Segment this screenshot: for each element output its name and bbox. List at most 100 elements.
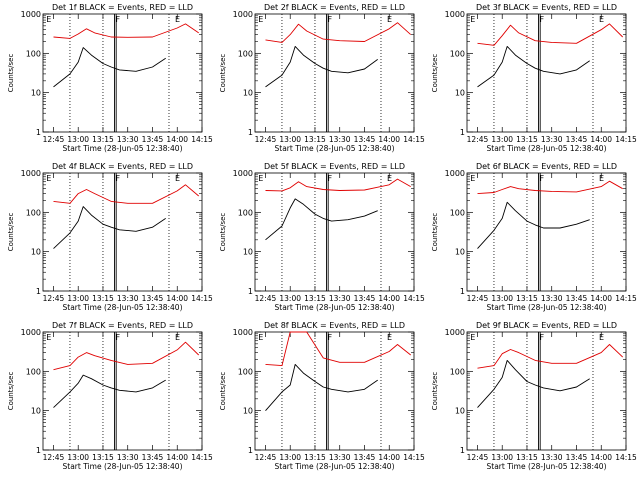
x-tick-label: 14:00: [378, 135, 400, 144]
x-tick-label: 14:15: [403, 294, 425, 303]
y-tick-label: 1000: [233, 328, 253, 337]
marker-label: E: [599, 15, 604, 24]
panel-title: Det 9f BLACK = Events, RED = LLD: [476, 321, 617, 330]
y-tick-label: 1: [36, 287, 41, 296]
panel-9: Det 9f BLACK = Events, RED = LLD 1 10 100 10…: [431, 321, 637, 471]
y-tick-label: 100: [238, 208, 253, 217]
y-tick-label: 1: [248, 128, 253, 137]
x-tick-label: 13:00: [67, 135, 89, 144]
x-tick-label: 13:45: [142, 135, 164, 144]
x-tick-label: 12:45: [43, 135, 65, 144]
series-line-events: [477, 45, 590, 88]
y-tick-label: 1000: [233, 169, 253, 178]
y-axis-label: Counts/sec: [219, 213, 227, 252]
x-tick-label: 12:45: [255, 453, 277, 462]
x-tick-label: 14:00: [166, 135, 188, 144]
y-tick-label: 1: [36, 446, 41, 455]
x-tick-label: 13:15: [304, 453, 326, 462]
marker-label: E: [470, 174, 475, 183]
panel-6: Det 6f BLACK = Events, RED = LLD 1 10 100 10…: [431, 162, 637, 312]
y-axis-label: Counts/sec: [431, 372, 439, 411]
plot-frame: [466, 331, 627, 451]
marker-label: F: [328, 333, 333, 342]
x-tick-label: 14:15: [191, 135, 213, 144]
series-line-events: [265, 45, 378, 88]
x-tick-label: 13:00: [279, 453, 301, 462]
y-tick-label: 1000: [21, 169, 41, 178]
y-tick-label: 1000: [233, 10, 253, 19]
x-tick-label: 13:15: [304, 135, 326, 144]
x-tick-label: 13:00: [491, 294, 513, 303]
marker-label: E: [46, 333, 51, 342]
panel-title: Det 3f BLACK = Events, RED = LLD: [476, 3, 617, 12]
x-tick-label: 12:45: [43, 453, 65, 462]
x-tick-label: 13:00: [491, 135, 513, 144]
y-tick-label: 10: [31, 407, 41, 416]
x-tick-label: 13:00: [279, 135, 301, 144]
x-tick-label: 14:15: [403, 453, 425, 462]
y-tick-label: 10: [243, 407, 253, 416]
panel-2: Det 2f BLACK = Events, RED = LLD 1 10 100 10…: [219, 3, 425, 153]
x-axis-label: Start Time (28-Jun-05 12:38:40): [63, 303, 183, 312]
x-axis-label: Start Time (28-Jun-05 12:38:40): [487, 303, 607, 312]
marker-label: E: [599, 333, 604, 342]
plot-frame: [466, 13, 627, 133]
marker-label: E: [46, 15, 51, 24]
panel-4: Det 4f BLACK = Events, RED = LLD 1 10 100 10…: [7, 162, 213, 312]
x-tick-label: 13:15: [516, 453, 538, 462]
marker-label: E: [387, 333, 392, 342]
x-tick-label: 12:45: [255, 135, 277, 144]
y-tick-label: 1000: [21, 10, 41, 19]
y-axis-label: Counts/sec: [7, 213, 15, 252]
marker-label: E: [387, 15, 392, 24]
series-line-lld: [477, 180, 623, 195]
y-tick-label: 1000: [445, 10, 465, 19]
x-tick-label: 13:00: [279, 294, 301, 303]
x-tick-label: 14:00: [590, 135, 612, 144]
panel-title: Det 5f BLACK = Events, RED = LLD: [264, 162, 405, 171]
series-line-events: [477, 359, 590, 408]
plot-frame: [42, 13, 203, 133]
marker-label: E: [46, 174, 51, 183]
x-axis-label: Start Time (28-Jun-05 12:38:40): [487, 144, 607, 153]
y-tick-label: 100: [26, 49, 41, 58]
x-tick-label: 13:45: [142, 294, 164, 303]
y-axis-label: Counts/sec: [7, 54, 15, 93]
series-line-events: [53, 206, 166, 249]
panel-1: Det 1f BLACK = Events, RED = LLD 1 10 100 10…: [7, 3, 213, 153]
x-tick-label: 12:45: [467, 135, 489, 144]
x-axis-label: Start Time (28-Jun-05 12:38:40): [63, 462, 183, 471]
marker-label: F: [328, 174, 333, 183]
x-tick-label: 13:15: [516, 135, 538, 144]
x-tick-label: 13:15: [516, 294, 538, 303]
x-tick-label: 14:15: [615, 294, 637, 303]
y-tick-label: 10: [243, 248, 253, 257]
x-tick-label: 14:00: [590, 294, 612, 303]
x-tick-label: 13:45: [354, 294, 376, 303]
y-tick-label: 100: [238, 49, 253, 58]
x-tick-label: 13:45: [566, 294, 588, 303]
x-tick-label: 12:45: [255, 294, 277, 303]
x-tick-label: 14:15: [191, 453, 213, 462]
y-axis-label: Counts/sec: [7, 372, 15, 411]
y-tick-label: 100: [26, 208, 41, 217]
series-line-lld: [53, 341, 200, 371]
x-axis-label: Start Time (28-Jun-05 12:38:40): [275, 462, 395, 471]
x-tick-label: 12:45: [467, 294, 489, 303]
x-tick-label: 13:45: [354, 135, 376, 144]
marker-label: E: [258, 333, 263, 342]
y-tick-label: 10: [31, 89, 41, 98]
x-tick-label: 14:00: [378, 453, 400, 462]
y-tick-label: 100: [26, 367, 41, 376]
x-tick-label: 14:00: [166, 453, 188, 462]
x-tick-label: 13:30: [117, 294, 139, 303]
marker-label: F: [116, 15, 121, 24]
series-line-lld: [53, 23, 199, 39]
panel-title: Det 1f BLACK = Events, RED = LLD: [52, 3, 193, 12]
series-line-lld: [477, 344, 624, 369]
plot-frame: [42, 172, 203, 292]
panel-8: Det 8f BLACK = Events, RED = LLD 1 10 100 10…: [219, 321, 425, 471]
panel-5: Det 5f BLACK = Events, RED = LLD 1 10 100 10…: [219, 162, 425, 312]
x-tick-label: 14:15: [615, 453, 637, 462]
